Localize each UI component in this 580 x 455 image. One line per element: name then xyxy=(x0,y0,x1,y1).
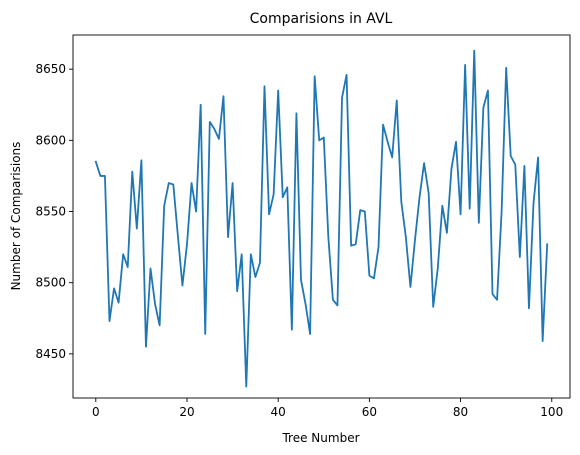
chart-title: Comparisions in AVL xyxy=(250,11,393,27)
y-tick-label: 8450 xyxy=(35,347,66,361)
series-line xyxy=(94,49,549,388)
y-tick-label: 8550 xyxy=(35,205,66,219)
x-tick-label: 80 xyxy=(453,405,468,419)
x-tick-label: 40 xyxy=(271,405,286,419)
y-axis-label: Number of Comparisions xyxy=(9,142,23,291)
x-tick-label: 0 xyxy=(92,405,100,419)
x-axis-ticks: 0 20 40 60 80 100 xyxy=(92,398,563,419)
y-tick-label: 8650 xyxy=(35,62,66,76)
y-tick-label: 8500 xyxy=(35,276,66,290)
y-axis-ticks: 8450 8500 8550 8600 8650 xyxy=(35,62,73,361)
x-tick-label: 60 xyxy=(362,405,377,419)
y-tick-label: 8600 xyxy=(35,133,66,147)
plot-area xyxy=(72,34,571,399)
plot-frame xyxy=(72,34,571,399)
x-tick-label: 20 xyxy=(179,405,194,419)
x-axis-label: Tree Number xyxy=(281,431,359,445)
x-tick-label: 100 xyxy=(540,405,563,419)
